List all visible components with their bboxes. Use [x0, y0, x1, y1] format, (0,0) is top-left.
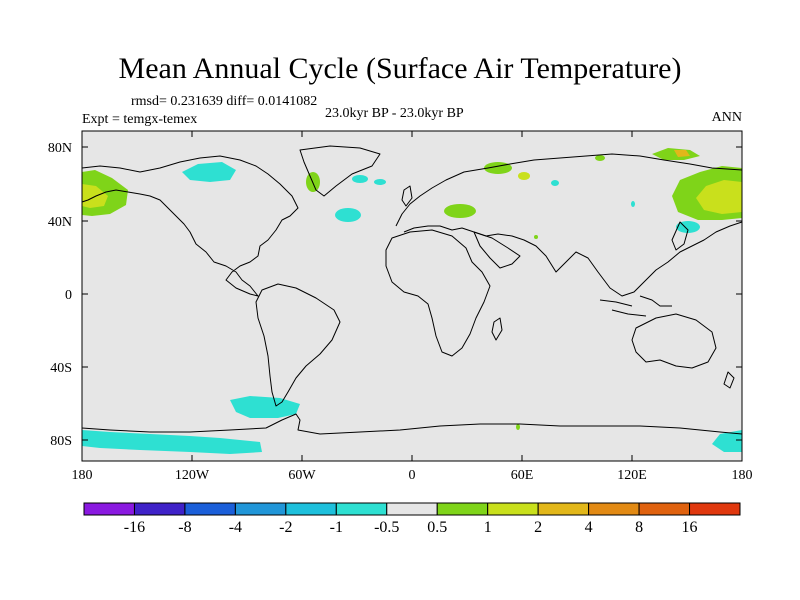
- lon-tick-0: 0: [408, 468, 416, 483]
- coast-eurasia: [395, 153, 743, 297]
- warm-patch-caspian: [444, 204, 476, 218]
- colorbar-label: -1: [329, 519, 343, 536]
- colorbar-label: -16: [123, 519, 146, 536]
- cool-region-southern-ocean-2: [82, 430, 262, 454]
- colorbar-swatch: [638, 502, 691, 516]
- cool-patch-siberia: [551, 180, 559, 186]
- lon-tick-60w: 60W: [288, 468, 316, 483]
- colorbar-swatch: [588, 502, 640, 516]
- stats-line: rmsd= 0.231639 diff= 0.0141082: [131, 94, 318, 109]
- experiment-label: Expt = temgx-temex: [82, 112, 198, 127]
- cool-region-southern-ocean-3: [712, 430, 742, 452]
- lon-tick-120w: 120W: [174, 468, 210, 483]
- lon-tick-60e: 60E: [510, 468, 534, 483]
- map-background: [82, 131, 742, 461]
- season-label: ANN: [711, 110, 742, 125]
- lon-tick-120e: 120E: [617, 468, 647, 483]
- colorbar-label: 1: [483, 519, 492, 536]
- colorbar-label: -2: [279, 519, 293, 536]
- coast-madagascar: [491, 317, 503, 341]
- lon-tick-180e: 180: [731, 468, 753, 483]
- coast-africa: [385, 229, 491, 357]
- colorbar-label: 8: [635, 519, 644, 536]
- colorbar-swatch: [537, 502, 590, 516]
- colorbar-label: -4: [228, 519, 243, 536]
- colorbar-swatch: [335, 502, 388, 516]
- cool-patch-labrador: [335, 208, 361, 222]
- colorbar-swatch: [234, 502, 287, 516]
- colorbar-swatch: [386, 502, 438, 516]
- coast-south-america: [255, 283, 341, 407]
- colorbar-label: 0.5: [427, 519, 448, 536]
- colorbar-swatch: [83, 502, 135, 516]
- colorbar-label: 2: [534, 519, 543, 536]
- colorbar-label: 16: [681, 519, 698, 536]
- colorbar-swatch: [133, 502, 186, 516]
- lat-tick-80n: 80N: [47, 141, 72, 156]
- lat-tick-0: 0: [65, 288, 72, 303]
- colorbar-label: 4: [584, 519, 593, 536]
- colorbar-swatch: [285, 502, 337, 516]
- colorbar-swatch: [689, 502, 741, 516]
- coast-indonesia: [599, 295, 672, 317]
- period-label: 23.0kyr BP - 23.0kyr BP: [325, 106, 464, 121]
- coast-north-america: [81, 155, 299, 297]
- warm-patch-arctic: [652, 148, 700, 160]
- colorbar-swatch: [487, 502, 539, 516]
- colorbar: [83, 502, 741, 516]
- coast-new-zealand: [723, 371, 735, 389]
- plot-title: Mean Annual Cycle (Surface Air Temperatu…: [118, 52, 682, 85]
- warm-patch-kara: [518, 172, 530, 180]
- cool-patch-east-pacific: [631, 201, 635, 207]
- lat-tick-80s: 80S: [50, 434, 72, 449]
- lat-tick-40n: 40N: [47, 215, 72, 230]
- warm-patch-antarctic: [516, 424, 520, 430]
- cool-patch-arctic-n: [352, 175, 368, 183]
- cool-region-canada: [182, 162, 236, 182]
- lat-tick-40s: 40S: [50, 361, 72, 376]
- warm-patch-siberia-small: [595, 155, 605, 161]
- cool-patch-arctic-s: [374, 179, 386, 185]
- coast-arabia: [473, 231, 521, 269]
- colorbar-label: -0.5: [374, 519, 400, 536]
- coastlines: [81, 145, 743, 435]
- hot-spot-arctic: [674, 150, 690, 157]
- coast-uk: [401, 185, 413, 207]
- colorbar-swatch: [436, 502, 489, 516]
- coast-australia: [631, 313, 717, 369]
- lon-tick-180w: 180: [71, 468, 93, 483]
- colorbar-label: -8: [178, 519, 192, 536]
- coast-greenland: [299, 145, 381, 197]
- warm-core-siberia: [696, 180, 742, 214]
- colorbar-swatch: [184, 502, 236, 516]
- coast-japan: [671, 221, 689, 251]
- coast-antarctica: [81, 413, 743, 435]
- warm-patch-arabia: [534, 235, 538, 239]
- tick-marks: [82, 131, 742, 461]
